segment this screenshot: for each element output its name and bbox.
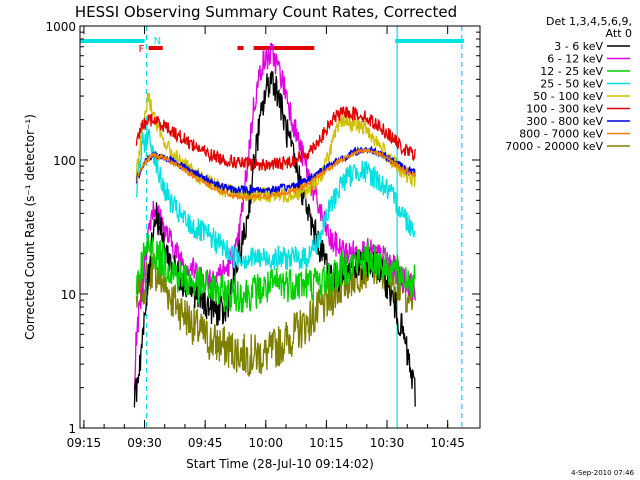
legend-label-8: 7000 - 20000 keV <box>505 140 603 153</box>
legend-label-5: 100 - 300 keV <box>526 103 603 116</box>
footer-timestamp: 4-Sep-2010 07:46 <box>571 469 634 477</box>
flag-f-label: F <box>139 44 145 55</box>
legend-label-1: 6 - 12 keV <box>547 53 603 66</box>
y-tick-label-100: 100 <box>53 154 76 168</box>
y-tick-label-1: 1 <box>68 422 76 436</box>
legend-header-line-1: Det 1,3,4,5,6,9, <box>546 15 632 28</box>
x-tick-label-0930: 09:30 <box>127 436 162 450</box>
legend-label-4: 50 - 100 keV <box>533 90 603 103</box>
series-line-25-50kev <box>135 128 416 271</box>
y-tick-label-10: 10 <box>61 288 76 302</box>
legend-label-6: 300 - 800 keV <box>526 115 603 128</box>
plot-frame <box>79 25 481 429</box>
series-line-100-300kev <box>135 106 416 172</box>
x-tick-label-1000: 10:00 <box>248 436 283 450</box>
x-tick-label-1045: 10:45 <box>430 436 465 450</box>
x-tick-label-1015: 10:15 <box>309 436 344 450</box>
plot-content <box>80 26 464 428</box>
legend-label-2: 12 - 25 keV <box>540 65 603 78</box>
legend-header-line-2: Att 0 <box>606 27 632 40</box>
legend-label-7: 800 - 7000 keV <box>519 128 603 141</box>
x-axis-ticks: 09:15 09:30 09:45 10:00 10:15 10:30 10:45 <box>67 26 465 450</box>
x-tick-label-1030: 10:30 <box>370 436 405 450</box>
flag-n-label: N <box>154 36 161 47</box>
plot-area: FN <box>80 26 464 428</box>
y-tick-label-1000: 1000 <box>45 20 76 34</box>
series-line-12-25kev <box>135 234 416 313</box>
legend-label-0: 3 - 6 keV <box>554 40 603 53</box>
x-tick-label-0945: 09:45 <box>188 436 223 450</box>
y-axis-label: Corrected Count Rate (s⁻¹ detector⁻¹) <box>23 114 37 340</box>
x-tick-label-0915: 09:15 <box>67 436 102 450</box>
series-line-50-100kev <box>135 92 416 204</box>
legend-label-3: 25 - 50 keV <box>540 78 603 91</box>
x-axis-label: Start Time (28-Jul-10 09:14:02) <box>186 457 374 471</box>
chart-title: HESSI Observing Summary Count Rates, Cor… <box>75 3 457 21</box>
series-line-800-7000kev <box>136 147 416 201</box>
y-axis-ticks: 1 10 100 1000 <box>45 20 480 436</box>
